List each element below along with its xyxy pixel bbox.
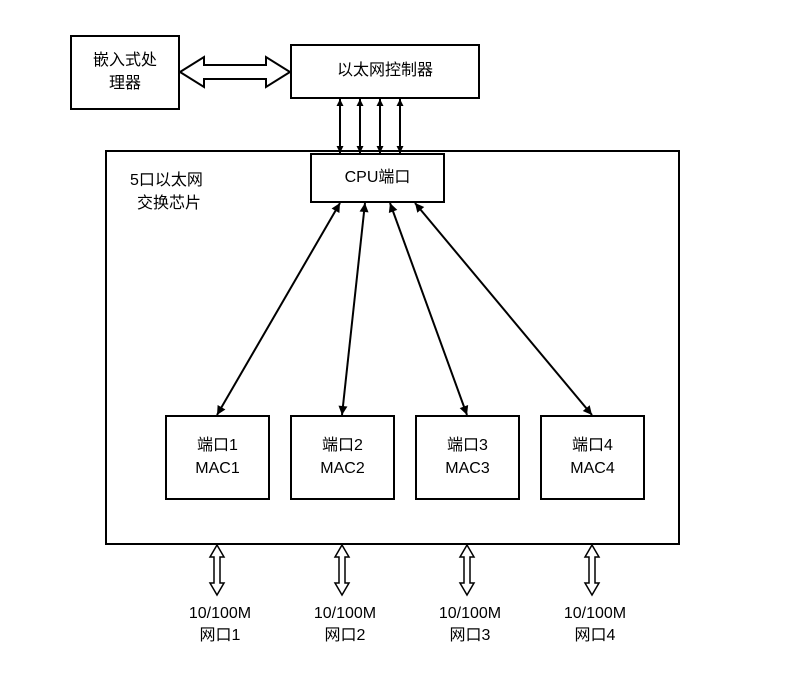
- port-3-box: 端口3 MAC3: [415, 415, 520, 500]
- port-1-mac: MAC1: [195, 460, 239, 477]
- switch-chip-label-line1: 5口以太网: [130, 170, 203, 192]
- port-4-mac: MAC4: [570, 460, 614, 477]
- port-2-mac: MAC2: [320, 460, 364, 477]
- ext-2-speed: 10/100M: [300, 603, 390, 625]
- port-4-box: 端口4 MAC4: [540, 415, 645, 500]
- ext-4-label: 网口4: [550, 625, 640, 647]
- ext-2-label: 网口2: [300, 625, 390, 647]
- processor-box: 嵌入式处理器: [70, 35, 180, 110]
- port-2-name: 端口2: [322, 437, 363, 454]
- controller-box: 以太网控制器: [290, 44, 480, 99]
- port-4-name: 端口4: [572, 437, 613, 454]
- ext-3-speed: 10/100M: [425, 603, 515, 625]
- port-1-box: 端口1 MAC1: [165, 415, 270, 500]
- switch-chip-label-line2: 交换芯片: [137, 193, 201, 215]
- ext-4-speed: 10/100M: [550, 603, 640, 625]
- cpu-port-label: CPU端口: [345, 167, 411, 189]
- processor-label: 嵌入式处理器: [93, 50, 157, 95]
- ext-1-label: 网口1: [175, 625, 265, 647]
- ext-1-speed: 10/100M: [175, 603, 265, 625]
- port-3-name: 端口3: [447, 437, 488, 454]
- cpu-port-box: CPU端口: [310, 153, 445, 203]
- port-2-box: 端口2 MAC2: [290, 415, 395, 500]
- ext-3-label: 网口3: [425, 625, 515, 647]
- port-1-name: 端口1: [197, 437, 238, 454]
- controller-label: 以太网控制器: [337, 60, 433, 82]
- port-3-mac: MAC3: [445, 460, 489, 477]
